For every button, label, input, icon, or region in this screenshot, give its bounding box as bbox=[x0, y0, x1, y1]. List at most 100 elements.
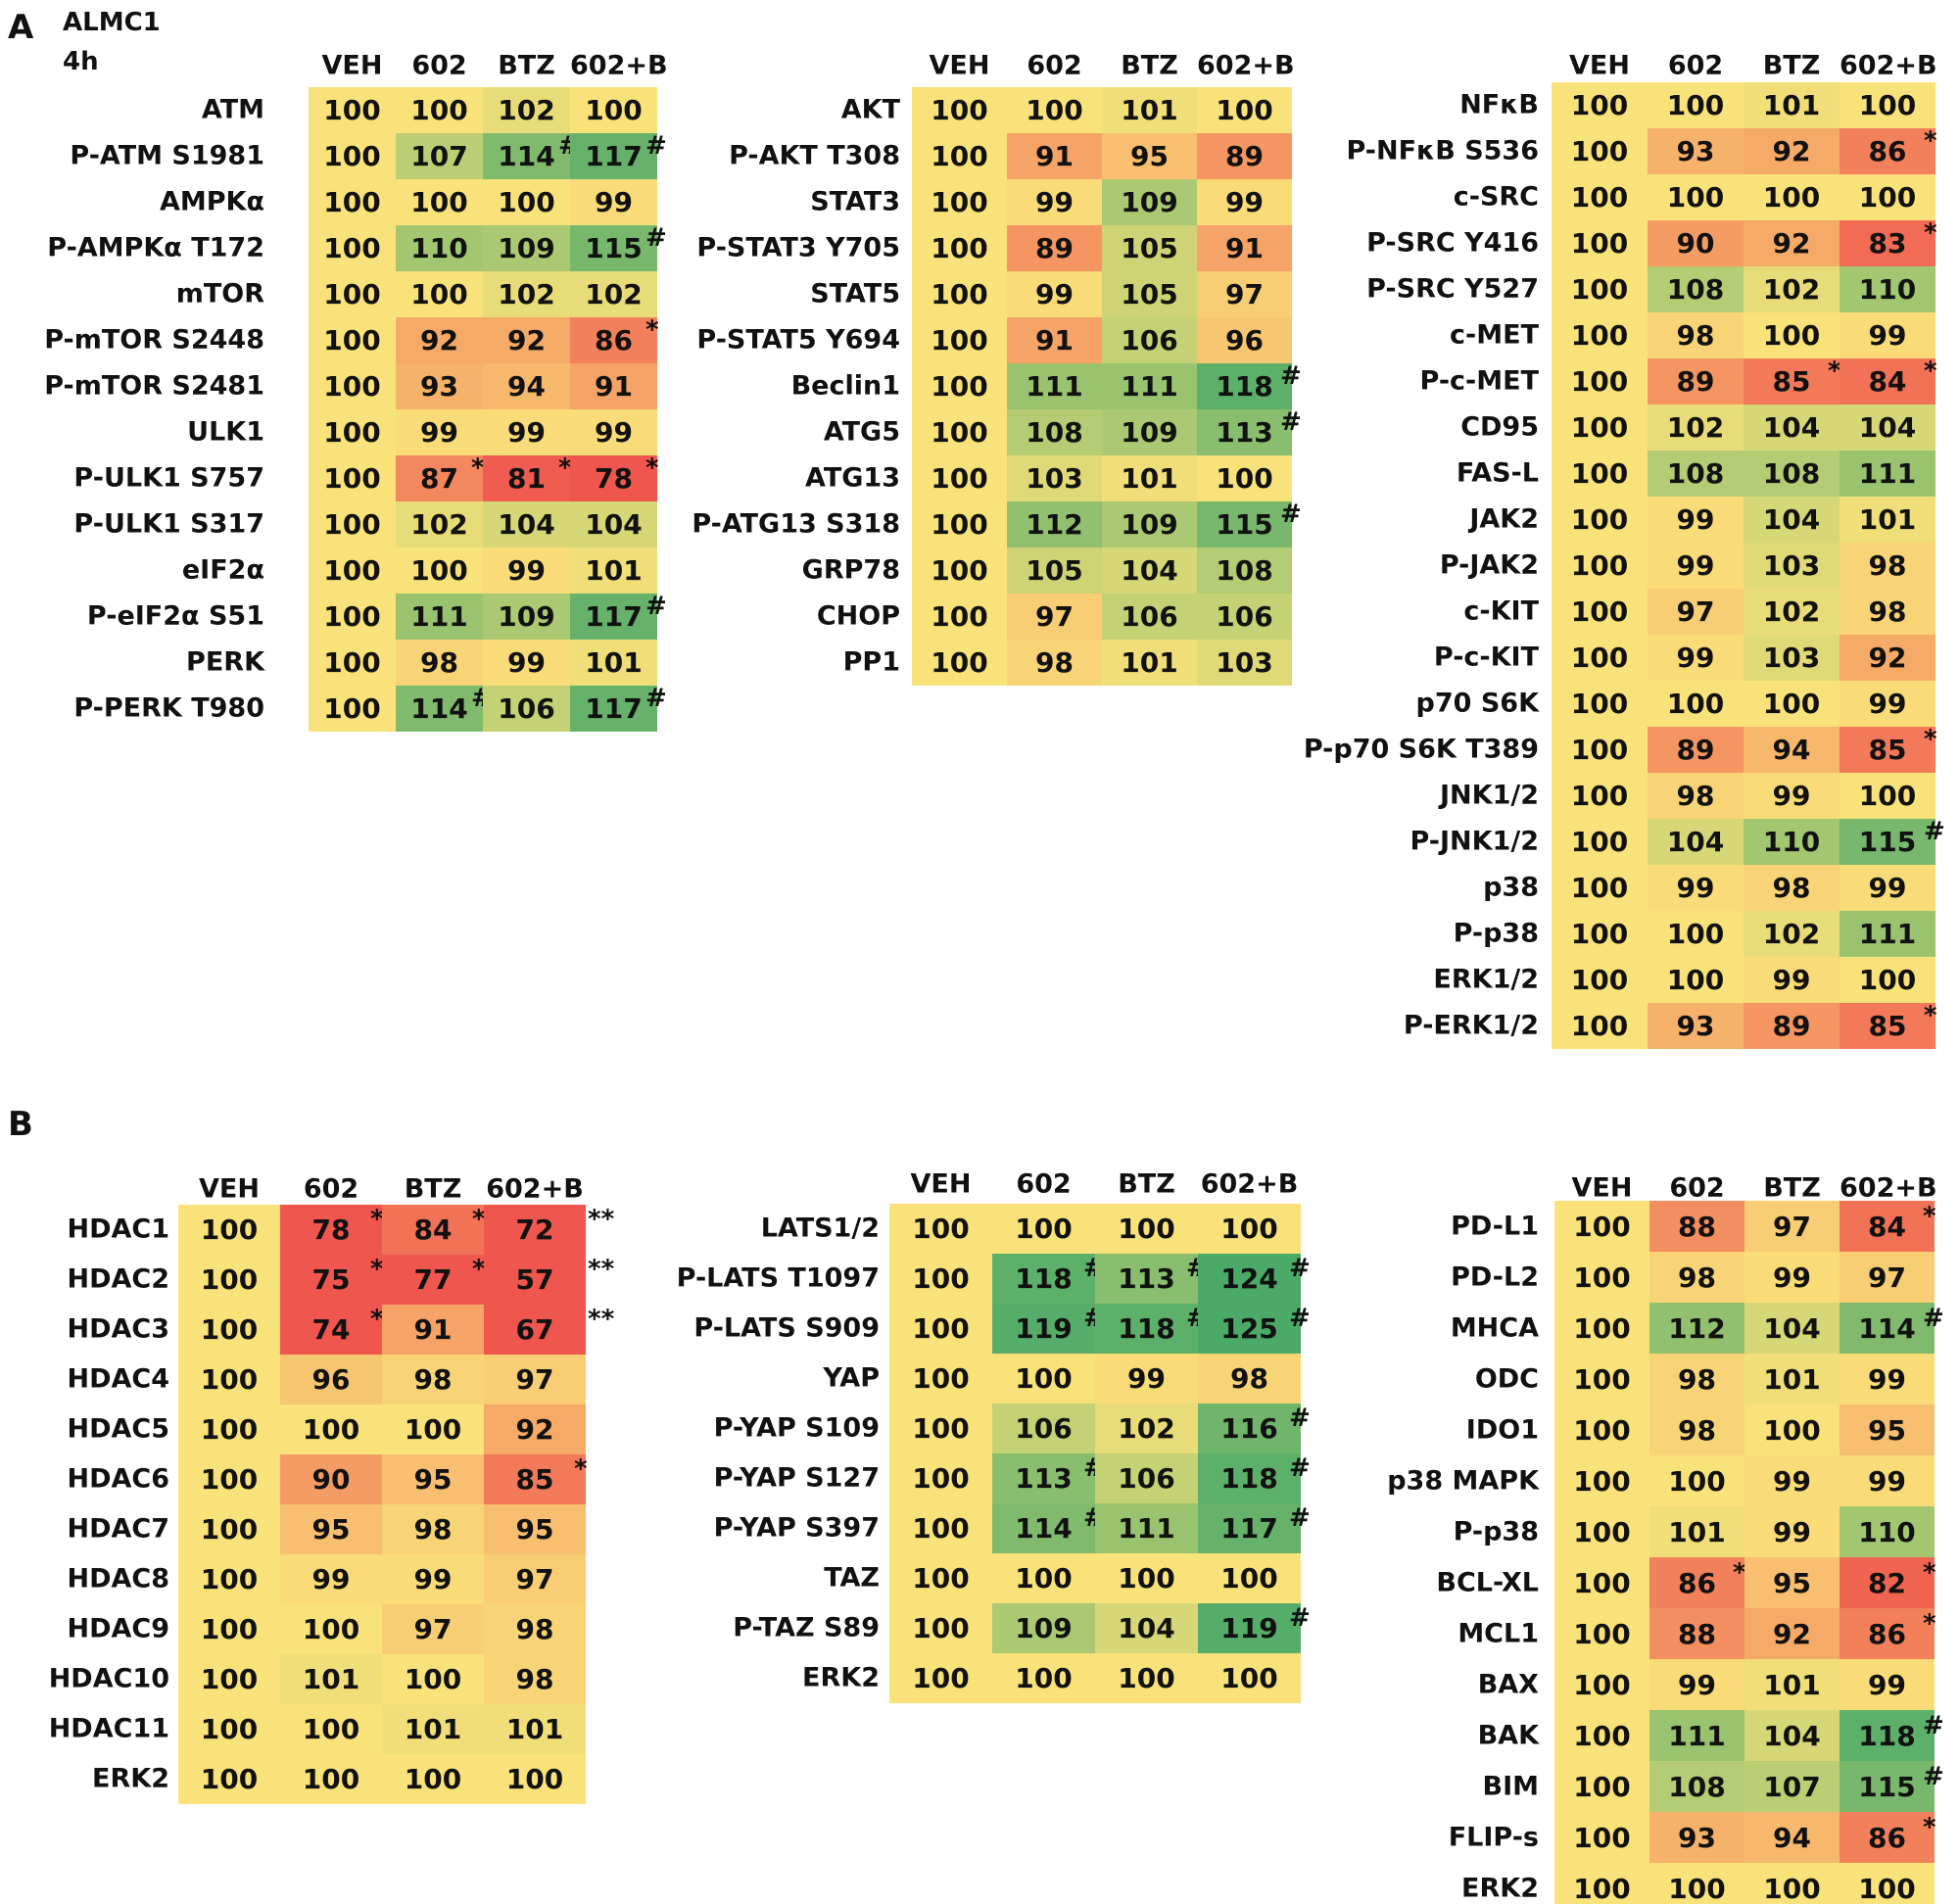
cell: 100 bbox=[1648, 910, 1744, 957]
cell: 100 bbox=[396, 86, 483, 133]
cell: 85 bbox=[1840, 1002, 1935, 1049]
cell: 100 bbox=[1552, 772, 1648, 819]
cell: 90 bbox=[1648, 219, 1744, 266]
cell: 102 bbox=[483, 270, 570, 317]
cell: 101 bbox=[1102, 86, 1197, 133]
cell: 118 bbox=[1095, 1303, 1198, 1354]
cell: 100 bbox=[1649, 1455, 1744, 1506]
cell: 98 bbox=[1840, 588, 1935, 635]
cell: 97 bbox=[484, 1553, 586, 1604]
row-label: P-ERK1/2 bbox=[1403, 1010, 1539, 1041]
significance-mark: # bbox=[645, 684, 667, 713]
row-label: c-MET bbox=[1450, 319, 1539, 351]
cell: 101 bbox=[1649, 1506, 1744, 1557]
cell: 102 bbox=[1095, 1403, 1198, 1453]
significance-mark: * bbox=[370, 1305, 384, 1334]
significance-mark: * bbox=[1733, 1558, 1746, 1588]
row-label: P-JAK2 bbox=[1439, 549, 1539, 581]
cell: 100 bbox=[309, 547, 396, 594]
cell: 100 bbox=[1840, 81, 1935, 128]
cell: 97 bbox=[1648, 588, 1744, 635]
cell: 100 bbox=[912, 362, 1007, 409]
cell: 100 bbox=[280, 1603, 382, 1654]
cell: 67 bbox=[484, 1304, 586, 1355]
cell: 100 bbox=[1552, 634, 1648, 681]
cell: 112 bbox=[1007, 500, 1102, 547]
cell: 101 bbox=[1744, 81, 1840, 128]
cell: 100 bbox=[912, 500, 1007, 547]
significance-mark: # bbox=[1289, 1404, 1311, 1433]
cell: 100 bbox=[309, 270, 396, 317]
cell: 100 bbox=[1552, 450, 1648, 497]
row-label: NFκB bbox=[1459, 89, 1539, 120]
cell: 100 bbox=[309, 500, 396, 547]
cell: 100 bbox=[178, 1304, 280, 1355]
cell: 100 bbox=[889, 1203, 992, 1254]
cell: 100 bbox=[1554, 1710, 1649, 1761]
cell: 102 bbox=[1744, 588, 1840, 635]
cell: 100 bbox=[382, 1404, 484, 1454]
cell: 106 bbox=[483, 685, 570, 732]
cell: 103 bbox=[1744, 634, 1840, 681]
cell: 115 bbox=[1197, 500, 1292, 547]
cell: 97 bbox=[1197, 270, 1292, 317]
cell: 95 bbox=[280, 1503, 382, 1554]
cell: 100 bbox=[309, 408, 396, 455]
row-label: P-eIF2α S51 bbox=[86, 600, 264, 632]
significance-mark: # bbox=[1289, 1453, 1311, 1483]
cell: 100 bbox=[889, 1502, 992, 1553]
column-header: 602+B bbox=[1200, 1168, 1299, 1200]
cell: 99 bbox=[1744, 772, 1840, 819]
cell: 101 bbox=[1102, 639, 1197, 686]
cell: 93 bbox=[1648, 1002, 1744, 1049]
cell: 100 bbox=[1840, 173, 1935, 220]
cell: 118 bbox=[1197, 362, 1292, 409]
column-header: 602 bbox=[411, 50, 467, 81]
cell: 57 bbox=[484, 1254, 586, 1305]
significance-mark: # bbox=[1289, 1503, 1311, 1533]
cell: 82 bbox=[1840, 1557, 1935, 1608]
cell: 104 bbox=[1095, 1602, 1198, 1653]
row-label: BAK bbox=[1477, 1720, 1539, 1751]
row-label: HDAC6 bbox=[67, 1463, 169, 1495]
column-header: BTZ bbox=[1763, 1172, 1821, 1204]
cell: 104 bbox=[1648, 818, 1744, 865]
cell: 100 bbox=[309, 132, 396, 179]
row-label: P-p38 bbox=[1453, 1516, 1539, 1547]
cell: 100 bbox=[382, 1653, 484, 1704]
row-label: JNK1/2 bbox=[1440, 780, 1539, 811]
cell: 99 bbox=[570, 178, 657, 225]
cell: 95 bbox=[1840, 1404, 1935, 1455]
column-header: VEH bbox=[1571, 1172, 1633, 1204]
cell: 99 bbox=[1007, 270, 1102, 317]
row-label: MCL1 bbox=[1457, 1618, 1539, 1649]
cell: 97 bbox=[1840, 1252, 1935, 1303]
cell: 84 bbox=[1840, 1201, 1935, 1252]
cell: 100 bbox=[396, 270, 483, 317]
cell: 99 bbox=[1197, 178, 1292, 225]
cell: 102 bbox=[1648, 404, 1744, 451]
cell: 102 bbox=[1744, 910, 1840, 957]
cell: 100 bbox=[396, 178, 483, 225]
cell: 100 bbox=[1648, 173, 1744, 220]
cell: 100 bbox=[1554, 1608, 1649, 1659]
cell: 100 bbox=[309, 454, 396, 501]
row-label: HDAC9 bbox=[67, 1613, 169, 1644]
cell: 100 bbox=[912, 408, 1007, 455]
cell: 110 bbox=[1840, 265, 1935, 312]
cell: 84 bbox=[1840, 357, 1935, 405]
cell: 99 bbox=[1648, 634, 1744, 681]
cell: 100 bbox=[178, 1753, 280, 1804]
column-header: BTZ bbox=[498, 50, 555, 81]
cell: 100 bbox=[178, 1354, 280, 1404]
cell: 100 bbox=[1744, 1863, 1840, 1904]
column-header: VEH bbox=[910, 1168, 972, 1200]
row-label: BCL-XL bbox=[1436, 1567, 1539, 1598]
significance-mark: # bbox=[1280, 500, 1302, 529]
cell: 100 bbox=[309, 224, 396, 271]
row-label: HDAC8 bbox=[67, 1563, 169, 1595]
column-header: 602 bbox=[1669, 1172, 1725, 1204]
cell: 100 bbox=[1554, 1252, 1649, 1303]
cell: 86 bbox=[1840, 127, 1935, 174]
significance-mark: * bbox=[1924, 357, 1937, 386]
